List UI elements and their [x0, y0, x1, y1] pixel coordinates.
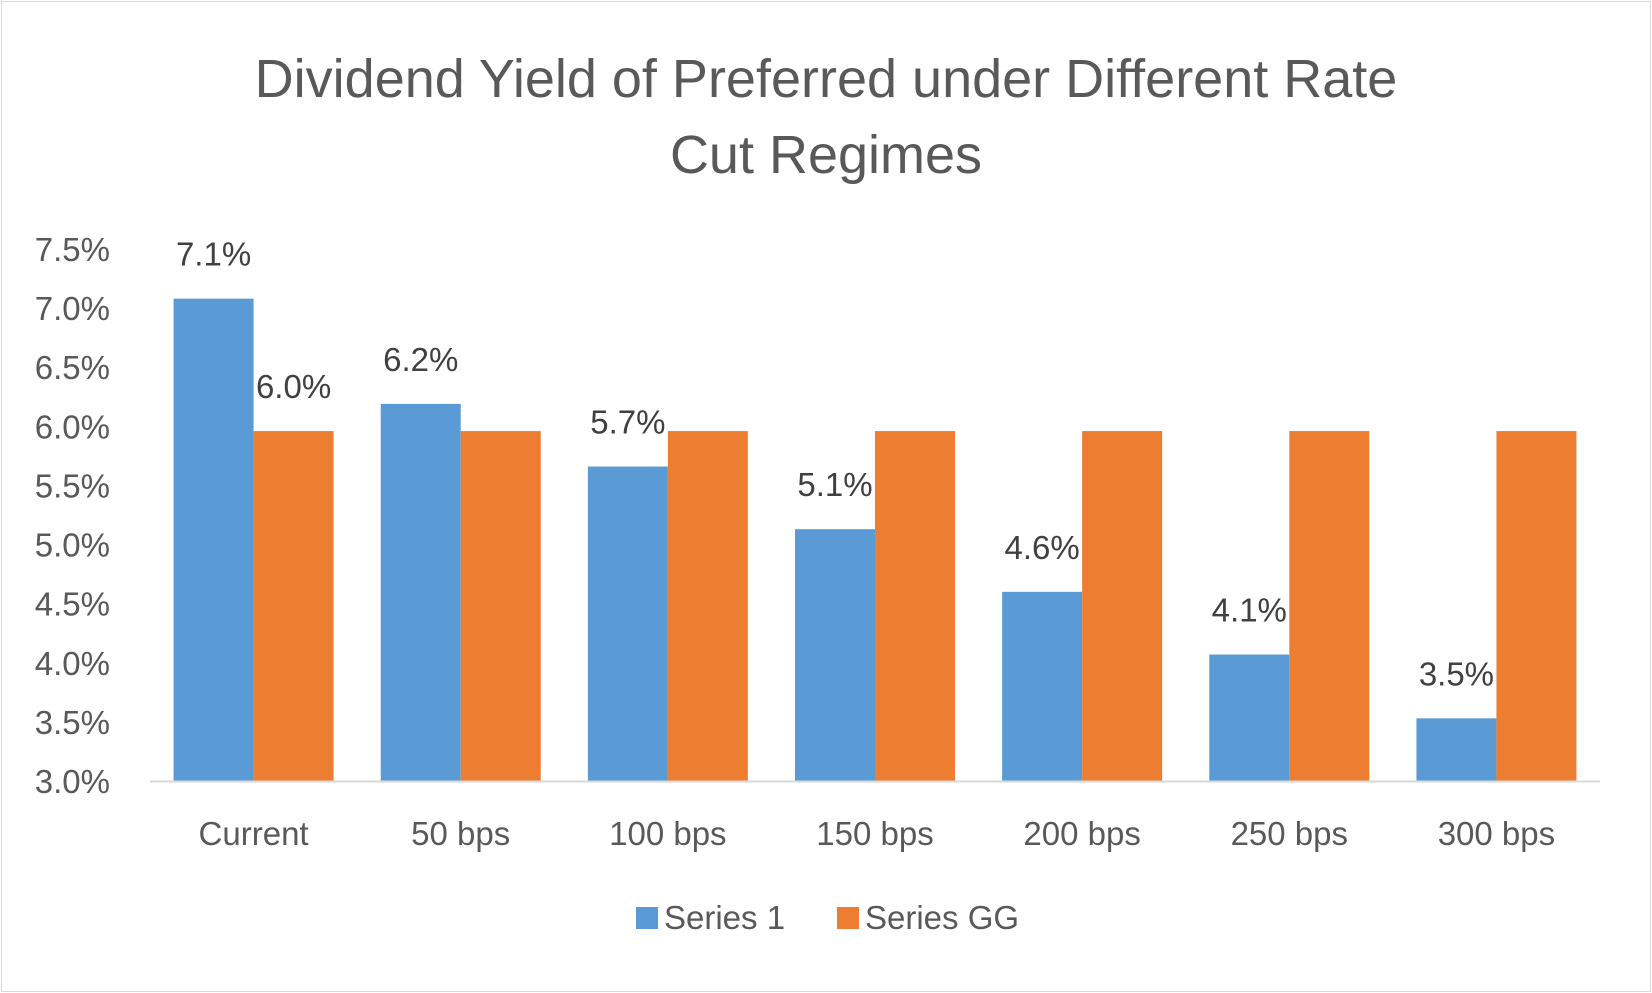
bar-1-100-bps	[587, 466, 668, 781]
legend-swatch-1	[636, 907, 658, 929]
bar-1-250-bps	[1209, 654, 1290, 781]
chart-title: Dividend Yield of Preferred under Differ…	[255, 49, 1398, 185]
data-label: 4.6%	[1005, 529, 1080, 566]
y-tick-label: 5.0%	[35, 527, 110, 564]
bar-2-200-bps	[1082, 431, 1163, 781]
x-tick-label: 50 bps	[411, 815, 510, 852]
x-tick-label: 250 bps	[1231, 815, 1348, 852]
bar-2-current	[253, 431, 334, 781]
y-tick-label: 6.5%	[35, 349, 110, 386]
x-tick-label: 100 bps	[609, 815, 726, 852]
series-1-bars	[173, 298, 1497, 781]
x-tick-label: 150 bps	[816, 815, 933, 852]
y-tick-label: 7.0%	[35, 290, 110, 327]
bar-1-current	[173, 298, 254, 781]
y-tick-label: 4.0%	[35, 645, 110, 682]
bar-2-250-bps	[1289, 431, 1370, 781]
y-tick-label: 3.5%	[35, 704, 110, 741]
series-2-bars	[253, 431, 1577, 781]
chart-title-line-2: Cut Regimes	[670, 125, 982, 185]
bar-2-50-bps	[460, 431, 541, 781]
data-labels: 7.1% 6.2% 5.7% 5.1% 4.6% 4.1% 3.5% 6.0%	[176, 236, 1494, 693]
bar-1-200-bps	[1002, 591, 1083, 781]
chart-title-line-1: Dividend Yield of Preferred under Differ…	[255, 49, 1398, 109]
data-label: 6.0%	[256, 368, 331, 405]
data-label: 5.1%	[797, 466, 872, 503]
x-tick-label: 200 bps	[1023, 815, 1140, 852]
bar-2-150-bps	[875, 431, 955, 781]
x-axis: Current 50 bps 100 bps 150 bps 200 bps 250 bp…	[150, 780, 1600, 852]
plot-area	[173, 298, 1577, 781]
data-label: 3.5%	[1419, 655, 1494, 692]
data-label: 5.7%	[590, 404, 665, 441]
legend-label-1: Series 1	[664, 899, 785, 936]
legend-swatch-2	[837, 907, 859, 929]
data-label: 6.2%	[383, 341, 458, 378]
legend: Series 1 Series GG	[636, 899, 1019, 936]
bar-2-300-bps	[1496, 431, 1577, 781]
bar-1-50-bps	[380, 403, 461, 781]
bar-1-150-bps	[795, 529, 875, 781]
x-tick-label: Current	[199, 815, 309, 852]
y-tick-label: 4.5%	[35, 586, 110, 623]
y-tick-label: 7.5%	[35, 231, 110, 268]
legend-label-2: Series GG	[865, 899, 1019, 936]
bar-2-100-bps	[667, 431, 748, 781]
data-label: 7.1%	[176, 236, 251, 273]
y-tick-label: 5.5%	[35, 467, 110, 504]
bar-1-300-bps	[1416, 718, 1497, 781]
y-tick-label: 6.0%	[35, 408, 110, 445]
y-axis: 3.0% 3.5% 4.0% 4.5% 5.0% 5.5% 6.0% 6.5% 7.0% 7.5%	[35, 231, 110, 800]
data-label: 4.1%	[1212, 592, 1287, 629]
y-tick-label: 3.0%	[35, 763, 110, 800]
x-tick-label: 300 bps	[1438, 815, 1555, 852]
